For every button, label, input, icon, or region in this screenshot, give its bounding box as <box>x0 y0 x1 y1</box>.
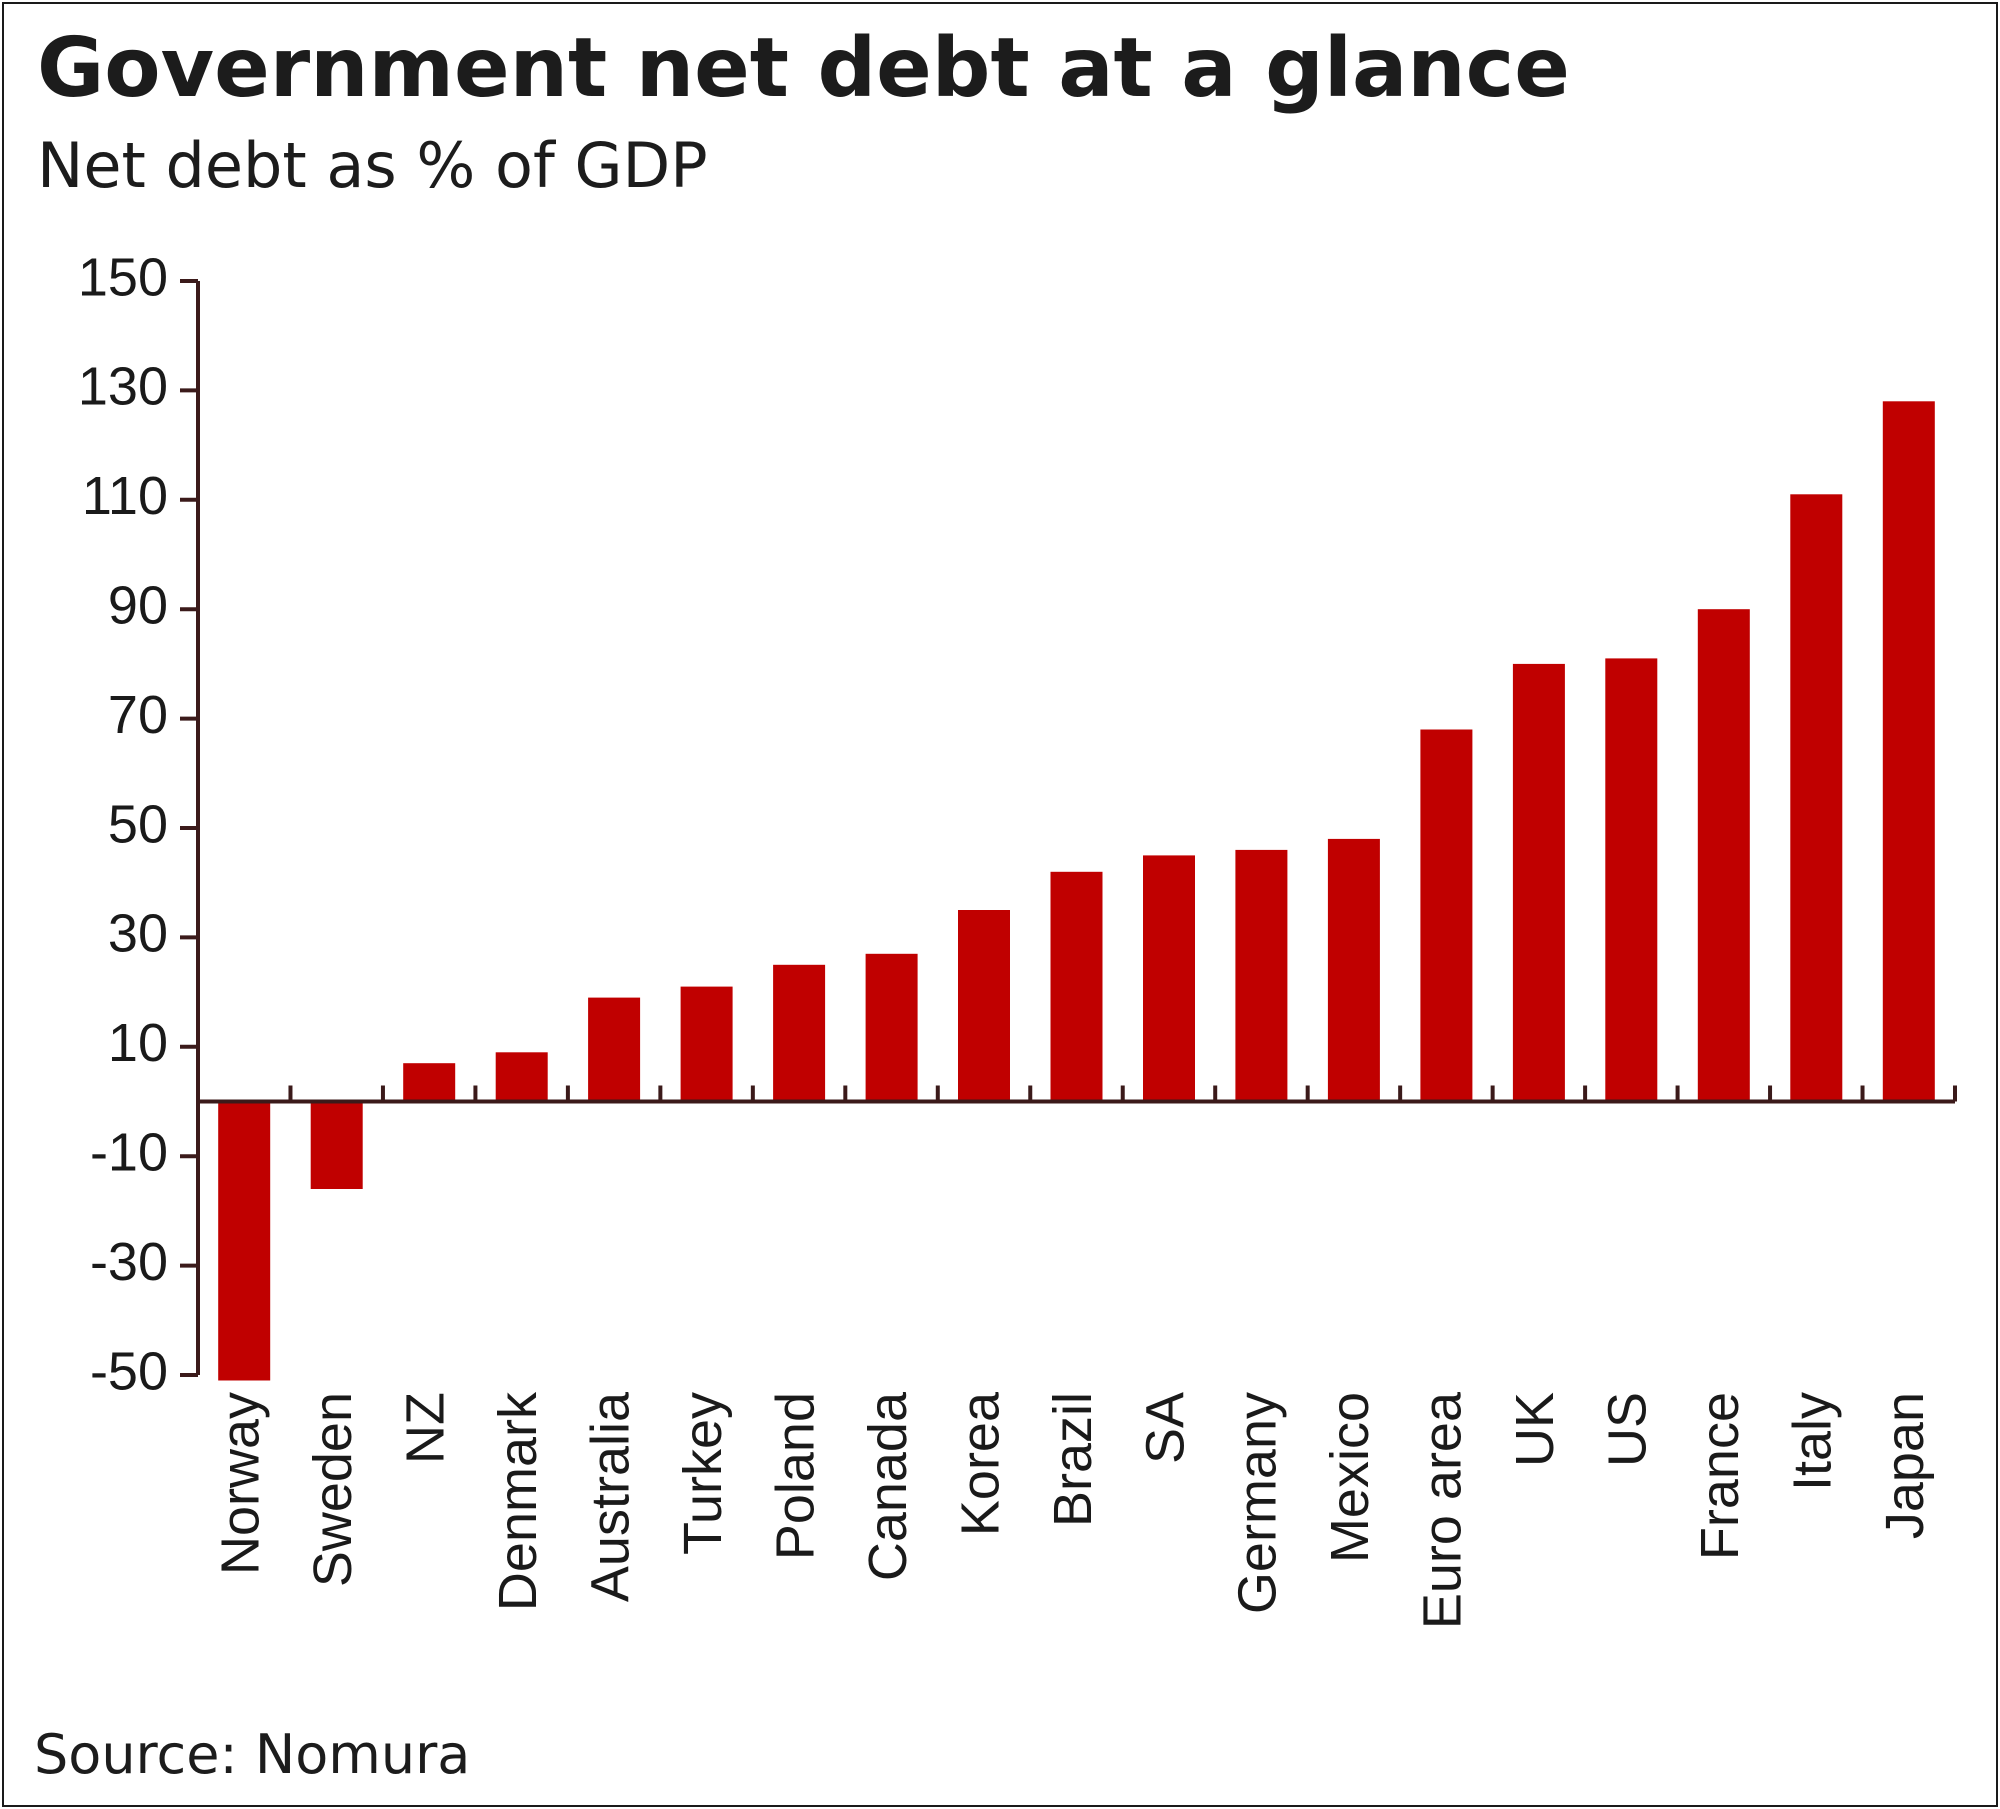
y-tick-label: -50 <box>90 1341 168 1401</box>
x-category-label: Norway <box>210 1392 270 1575</box>
bar-nz <box>403 1063 456 1102</box>
bar-korea <box>958 910 1010 1102</box>
x-category-label: Turkey <box>673 1392 733 1555</box>
labels-layer: -50 -30 -10 10 30 50 70 90 110 130 150 Norway Sweden… <box>78 247 1935 1629</box>
bar-canada <box>865 953 918 1102</box>
x-category-label: Brazil <box>1043 1392 1103 1527</box>
x-category-label: Euro area <box>1413 1391 1473 1629</box>
x-category-label: NZ <box>395 1392 455 1464</box>
x-category-label: Japan <box>1875 1392 1935 1539</box>
y-tick-label: 30 <box>108 904 168 964</box>
y-tick-label: 130 <box>78 357 168 417</box>
bar-us <box>1605 658 1658 1102</box>
x-category-label: Denmark <box>488 1391 548 1611</box>
bar-germany <box>1235 849 1288 1102</box>
bar-sweden <box>310 1101 363 1189</box>
x-category-label: Italy <box>1783 1392 1843 1491</box>
bar-australia <box>588 997 641 1102</box>
x-category-label: Poland <box>765 1392 825 1560</box>
x-category-label: UK <box>1505 1392 1565 1467</box>
bar-france <box>1697 609 1750 1102</box>
bar-italy <box>1790 494 1843 1102</box>
chart-title: Government net debt at a glance <box>37 21 1570 116</box>
bar-euro-area <box>1420 729 1473 1102</box>
axes-layer <box>180 279 1957 1377</box>
y-tick-label: 50 <box>108 794 168 854</box>
y-tick-label: 10 <box>108 1013 168 1073</box>
x-category-label: US <box>1598 1392 1658 1467</box>
x-category-label: Sweden <box>303 1392 363 1587</box>
y-tick-label: 150 <box>78 247 168 307</box>
x-category-label: Canada <box>858 1391 918 1581</box>
bar-norway <box>218 1101 271 1381</box>
y-tick-label: 90 <box>108 575 168 635</box>
y-tick-label: -30 <box>90 1232 168 1292</box>
x-category-label: Germany <box>1228 1392 1288 1614</box>
bar-denmark <box>495 1052 548 1102</box>
bar-turkey <box>680 986 733 1102</box>
bars-layer <box>218 401 1935 1381</box>
y-tick-label: 110 <box>82 466 168 526</box>
y-tick-label: -10 <box>90 1122 168 1182</box>
bar-mexico <box>1327 838 1380 1102</box>
bar-sa <box>1143 855 1195 1102</box>
bar-poland <box>773 964 826 1102</box>
x-category-label: SA <box>1135 1392 1195 1464</box>
chart-subtitle: Net debt as % of GDP <box>37 129 708 202</box>
x-category-label: Australia <box>580 1391 640 1602</box>
bar-japan <box>1882 401 1935 1102</box>
chart-source: Source: Nomura <box>34 1723 471 1786</box>
x-category-label: Korea <box>950 1391 1010 1536</box>
y-tick-label: 70 <box>108 685 168 745</box>
x-category-label: Mexico <box>1320 1392 1380 1563</box>
bar-brazil <box>1050 871 1103 1102</box>
bar-uk <box>1512 663 1565 1102</box>
x-category-label: France <box>1690 1392 1750 1560</box>
